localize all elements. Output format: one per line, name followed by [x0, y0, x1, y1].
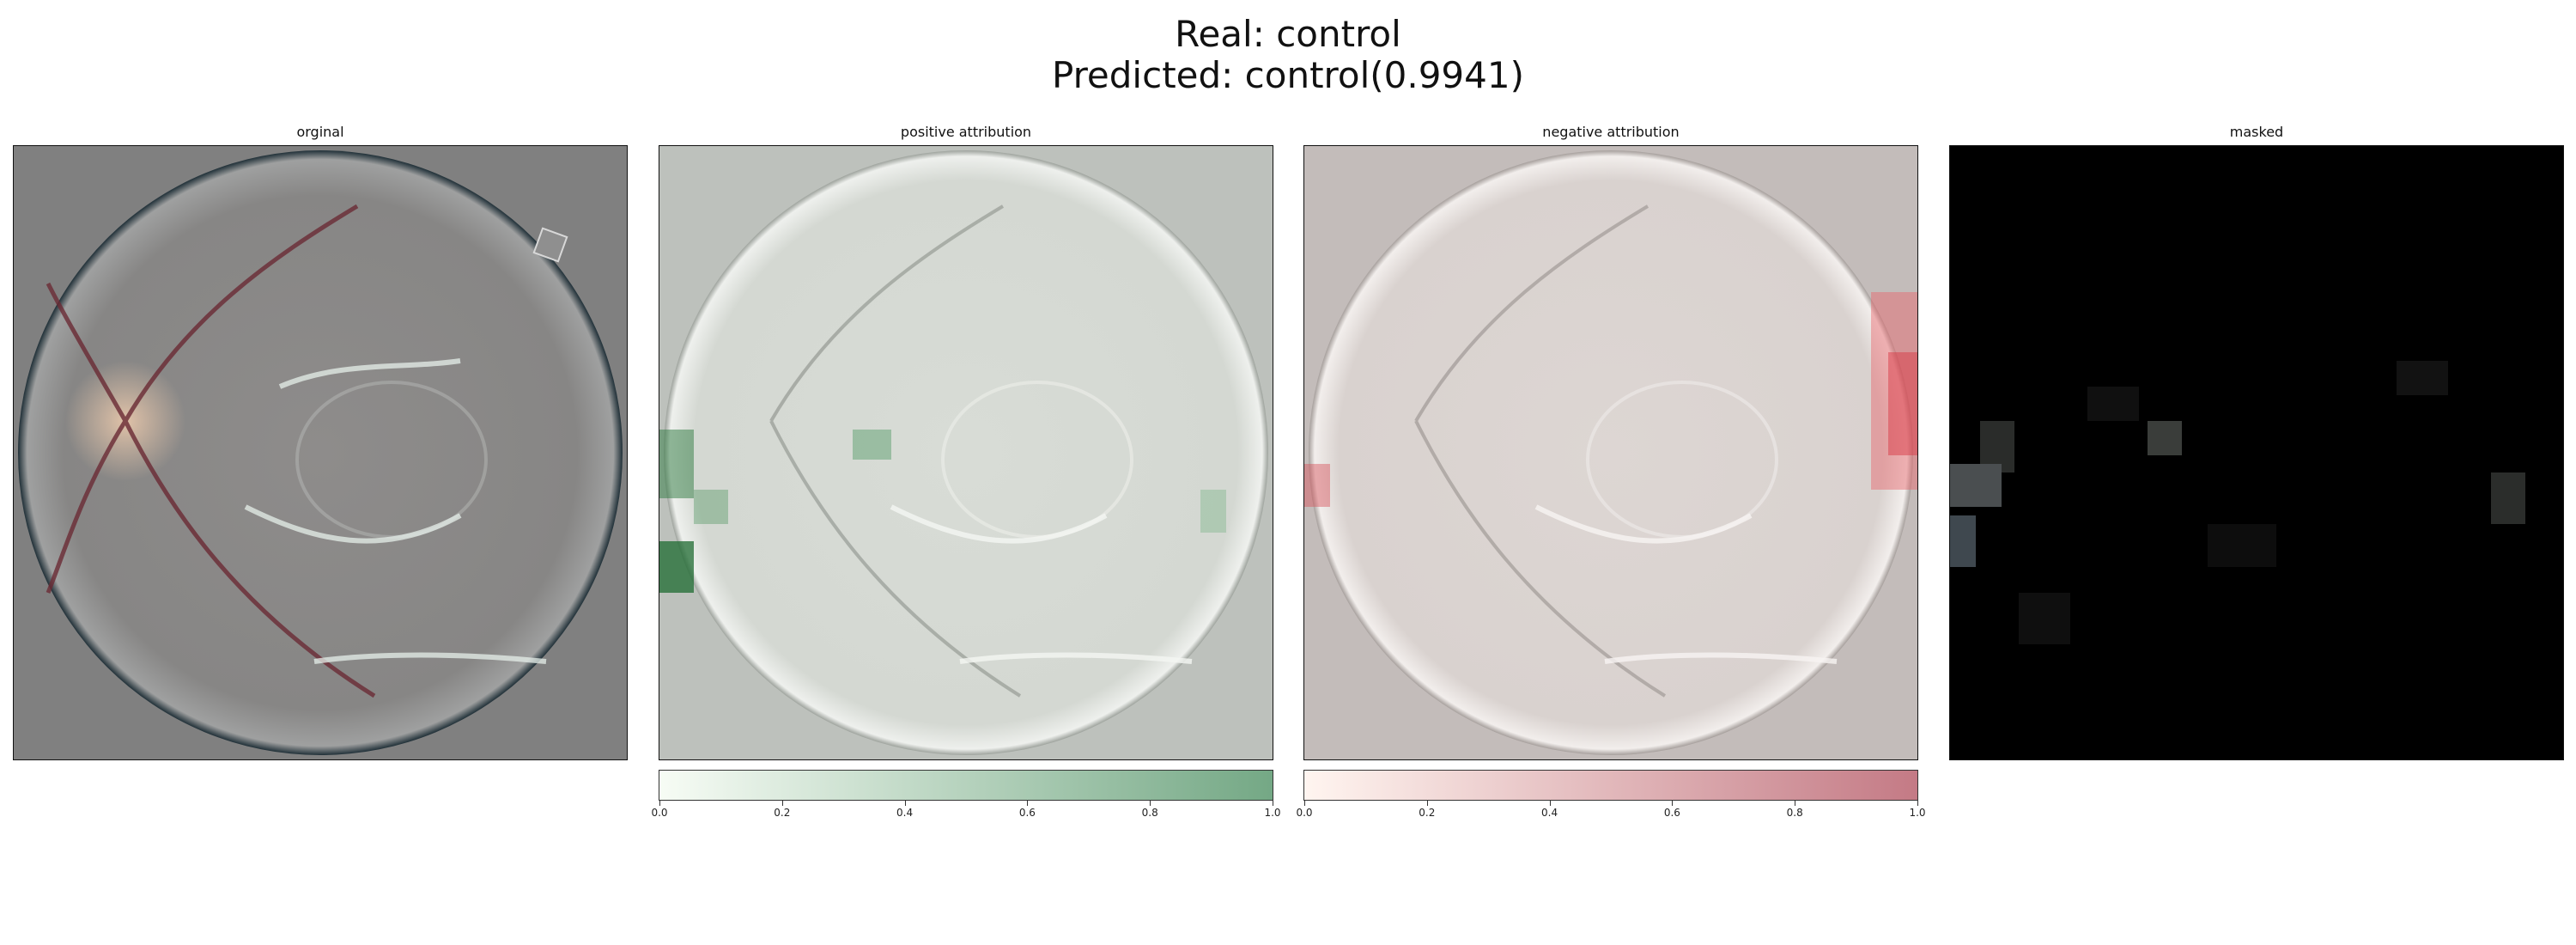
panel-title-positive-attribution: positive attribution [900, 124, 1032, 140]
negative-colorbar-tickmark [1426, 801, 1428, 806]
negative-colorbar-tick-label: 1.0 [1909, 807, 1926, 819]
masked-image [1949, 145, 2564, 760]
positive-colorbar-tick-label: 0.8 [1141, 807, 1158, 819]
masked-graphic [1950, 361, 2525, 644]
original-image [13, 145, 628, 760]
negative-colorbar-tickmark [1917, 801, 1918, 806]
negative-colorbar-tick-label: 0.4 [1541, 807, 1558, 819]
positive-attribution-image [659, 145, 1273, 760]
negative-attribution-image [1303, 145, 1918, 760]
negative-attribution-graphic [1304, 150, 1917, 755]
panel-title-original: orginal [296, 124, 344, 140]
positive-colorbar-tick-label: 0.0 [651, 807, 668, 819]
panel-title-negative-attribution: negative attribution [1542, 124, 1680, 140]
positive-attribution-graphic [659, 150, 1268, 755]
positive-colorbar-tickmark [659, 801, 660, 806]
positive-colorbar-tickmark [904, 801, 906, 806]
positive-colorbar-tick-label: 0.6 [1018, 807, 1036, 819]
panel-title-masked: masked [2229, 124, 2284, 140]
negative-colorbar-tick-label: 0.0 [1296, 807, 1313, 819]
negative-colorbar-tick-label: 0.2 [1419, 807, 1436, 819]
negative-colorbar [1303, 770, 1918, 801]
positive-colorbar [659, 770, 1273, 801]
positive-colorbar-tick-label: 1.0 [1264, 807, 1281, 819]
negative-colorbar-tick-label: 0.8 [1786, 807, 1803, 819]
original-fundus-graphic [18, 150, 623, 755]
figure-title-line1: Real: control [1175, 13, 1401, 55]
positive-colorbar-tick-label: 0.4 [896, 807, 914, 819]
negative-colorbar-tickmark [1549, 801, 1551, 806]
positive-colorbar-tick-label: 0.2 [774, 807, 791, 819]
negative-colorbar-tick-label: 0.6 [1663, 807, 1680, 819]
positive-colorbar-tickmark [781, 801, 783, 806]
negative-colorbar-tickmark [1304, 801, 1305, 806]
positive-colorbar-tickmark [1027, 801, 1029, 806]
figure-title-line2: Predicted: control(0.9941) [1052, 54, 1524, 96]
positive-colorbar-tickmark [1150, 801, 1151, 806]
negative-colorbar-tickmark [1672, 801, 1674, 806]
